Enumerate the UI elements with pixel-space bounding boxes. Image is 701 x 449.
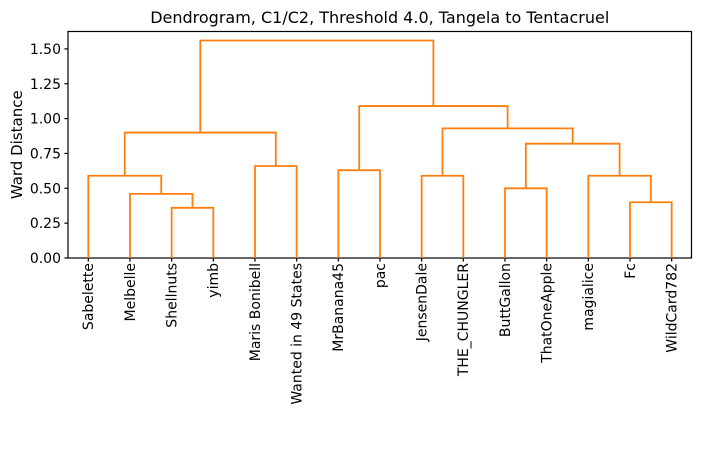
leaf-label: Sabelette <box>81 263 97 330</box>
y-tick-label: 1.25 <box>30 77 61 93</box>
dendrogram-link <box>358 105 509 171</box>
dendrogram-link <box>587 174 652 258</box>
dendrogram-link <box>337 169 381 258</box>
leaf-label: ThatOneApple <box>539 263 555 364</box>
dendrogram-link <box>420 174 465 258</box>
leaf-label: THE_CHUNGLER <box>456 263 472 377</box>
dendrogram-link <box>87 174 163 258</box>
y-tick-label: 0.75 <box>30 146 61 162</box>
y-axis-label: Ward Distance <box>8 90 26 199</box>
dendrogram-link <box>504 187 548 258</box>
leaf-label: magialice <box>581 263 597 331</box>
leaf-label: Wanted in 49 States <box>289 263 305 405</box>
y-tick-label: 0.00 <box>30 251 61 267</box>
dendrogram-link <box>129 192 194 258</box>
dendrogram-link <box>254 165 298 258</box>
leaf-label: pac <box>373 263 389 288</box>
y-tick-label: 0.25 <box>30 216 61 232</box>
dendrogram-link <box>629 201 673 258</box>
leaf-label: MrBanana45 <box>331 263 347 352</box>
leaf-label: Maris Bonibell <box>248 263 264 361</box>
dendrogram-link <box>524 142 621 189</box>
y-tick-label: 1.50 <box>30 42 61 58</box>
y-tick-label: 1.00 <box>30 112 61 128</box>
leaf-label: Fc <box>623 263 639 279</box>
leaf-label: Melbelle <box>123 263 139 321</box>
dendrogram-link <box>199 39 435 133</box>
y-tick-label: 0.50 <box>30 181 61 197</box>
dendrogram-link <box>123 131 277 176</box>
leaf-label: yimb <box>206 263 222 298</box>
leaf-label: Shellnuts <box>164 263 180 328</box>
leaf-label: JensenDale <box>414 263 430 342</box>
dendrogram-link <box>441 127 574 176</box>
chart-title: Dendrogram, C1/C2, Threshold 4.0, Tangel… <box>150 8 609 27</box>
leaf-label: ButtGallon <box>498 263 514 337</box>
leaf-label: WildCard782 <box>664 263 680 353</box>
dendrogram-link <box>170 206 215 258</box>
